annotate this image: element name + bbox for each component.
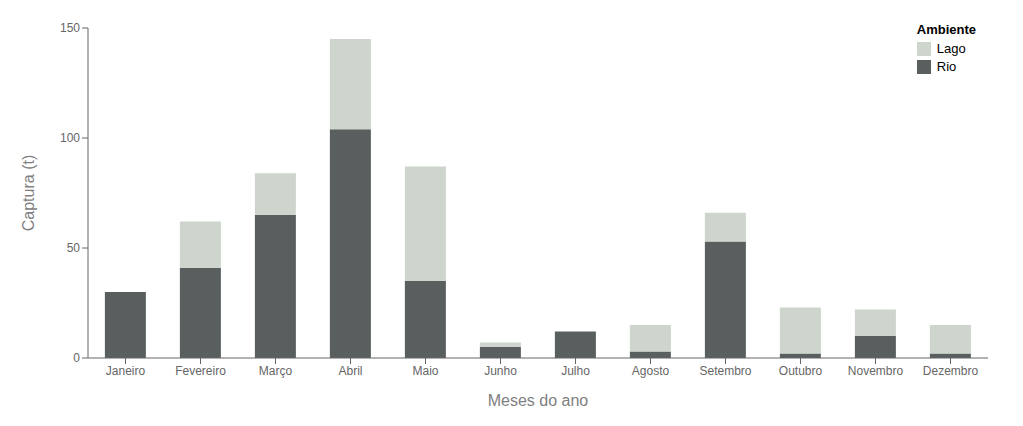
svg-text:Agosto: Agosto xyxy=(632,364,670,378)
svg-text:Novembro: Novembro xyxy=(848,364,904,378)
svg-text:Janeiro: Janeiro xyxy=(106,364,146,378)
svg-text:Meses do ano: Meses do ano xyxy=(488,392,589,409)
svg-text:Maio: Maio xyxy=(412,364,438,378)
html-text:Ambiente: Ambiente xyxy=(916,22,976,37)
html-text:Lago: Lago xyxy=(936,41,966,56)
svg-text:Abril: Abril xyxy=(338,364,362,378)
svg-text:Dezembro: Dezembro xyxy=(923,364,979,378)
svg-text:0: 0 xyxy=(73,351,80,365)
svg-text:Outubro: Outubro xyxy=(779,364,823,378)
svg-text:100: 100 xyxy=(60,131,80,145)
svg-text:Março: Março xyxy=(259,364,293,378)
svg-text:50: 50 xyxy=(67,241,81,255)
svg-text:Captura (t): Captura (t) xyxy=(20,155,37,231)
html-text:Rio: Rio xyxy=(936,59,957,74)
svg-text:Julho: Julho xyxy=(561,364,590,378)
svg-text:Setembro: Setembro xyxy=(699,364,751,378)
svg-text:150: 150 xyxy=(60,21,80,35)
svg-text:Junho: Junho xyxy=(484,364,517,378)
svg-text:Fevereiro: Fevereiro xyxy=(175,364,226,378)
